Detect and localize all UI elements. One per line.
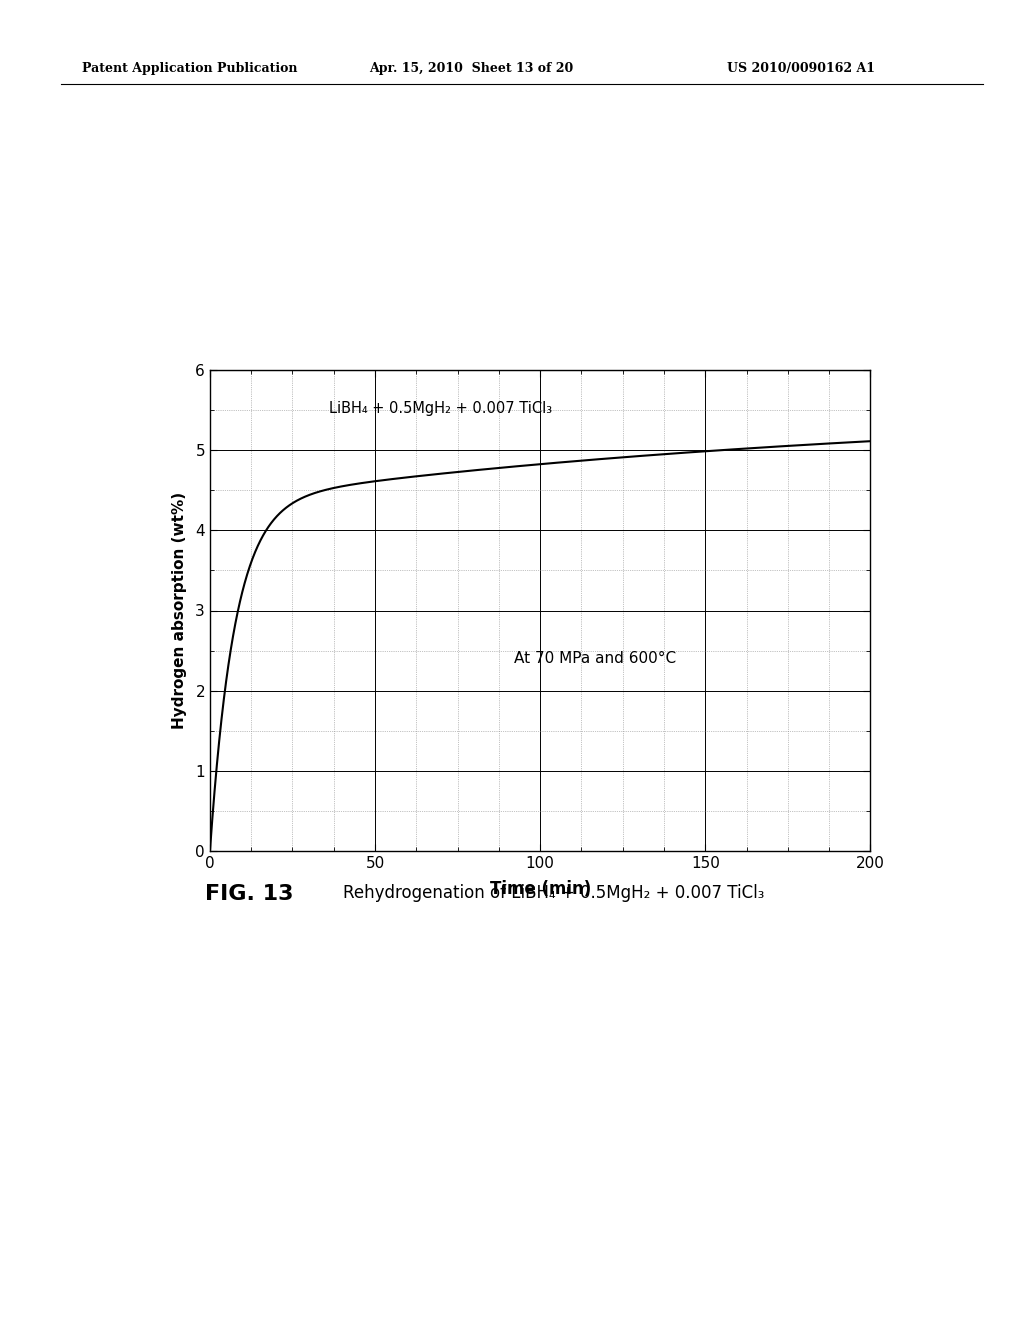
X-axis label: Time (min): Time (min) xyxy=(489,879,591,898)
Text: Apr. 15, 2010  Sheet 13 of 20: Apr. 15, 2010 Sheet 13 of 20 xyxy=(369,62,572,75)
Text: LiBH₄ + 0.5MgH₂ + 0.007 TiCl₃: LiBH₄ + 0.5MgH₂ + 0.007 TiCl₃ xyxy=(329,401,552,416)
Y-axis label: Hydrogen absorption (wt%): Hydrogen absorption (wt%) xyxy=(172,492,187,729)
Text: Rehydrogenation of LiBH₄ + 0.5MgH₂ + 0.007 TiCl₃: Rehydrogenation of LiBH₄ + 0.5MgH₂ + 0.0… xyxy=(343,884,764,903)
Text: Patent Application Publication: Patent Application Publication xyxy=(82,62,297,75)
Text: At 70 MPa and 600°C: At 70 MPa and 600°C xyxy=(514,651,676,667)
Text: US 2010/0090162 A1: US 2010/0090162 A1 xyxy=(727,62,876,75)
Text: FIG. 13: FIG. 13 xyxy=(205,884,293,904)
